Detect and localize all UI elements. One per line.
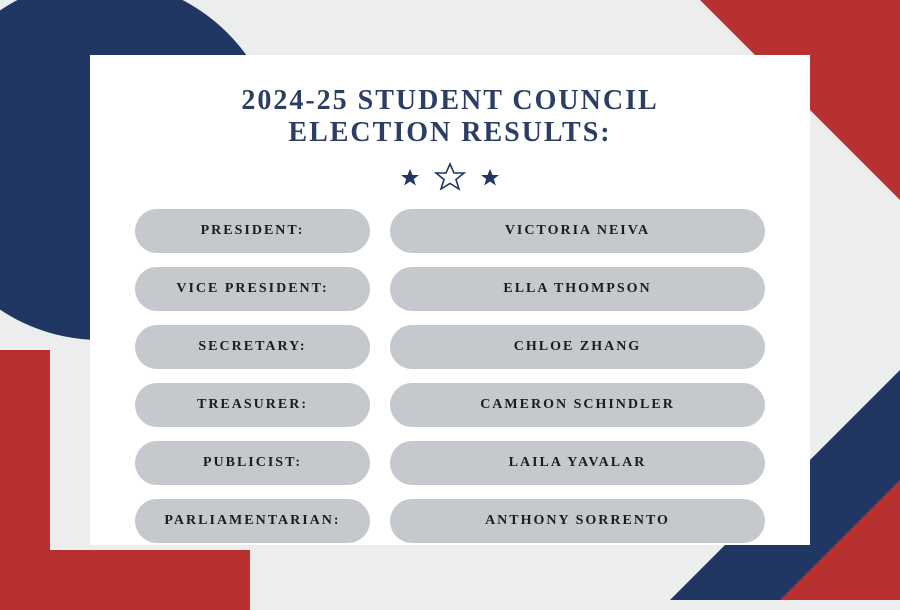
role-pill: PARLIAMENTARIAN: — [135, 499, 370, 543]
role-pill: SECRETARY: — [135, 325, 370, 369]
star-divider-icon — [135, 161, 765, 191]
title-line-1: 2024-25 STUDENT COUNCIL — [241, 85, 658, 116]
name-pill: ELLA THOMPSON — [390, 267, 765, 311]
role-pill: PUBLICIST: — [135, 441, 370, 485]
name-pill: LAILA YAVALAR — [390, 441, 765, 485]
name-pill: CHLOE ZHANG — [390, 325, 765, 369]
results-card: 2024-25 STUDENT COUNCIL ELECTION RESULTS… — [90, 55, 810, 545]
result-row: TREASURER: CAMERON SCHINDLER — [135, 383, 765, 427]
result-row: SECRETARY: CHLOE ZHANG — [135, 325, 765, 369]
name-pill: ANTHONY SORRENTO — [390, 499, 765, 543]
page-title: 2024-25 STUDENT COUNCIL ELECTION RESULTS… — [135, 85, 765, 149]
result-row: VICE PRESIDENT: ELLA THOMPSON — [135, 267, 765, 311]
name-pill: VICTORIA NEIVA — [390, 209, 765, 253]
role-pill: TREASURER: — [135, 383, 370, 427]
result-row: PRESIDENT: VICTORIA NEIVA — [135, 209, 765, 253]
result-row: PARLIAMENTARIAN: ANTHONY SORRENTO — [135, 499, 765, 543]
results-list: PRESIDENT: VICTORIA NEIVA VICE PRESIDENT… — [135, 209, 765, 543]
result-row: PUBLICIST: LAILA YAVALAR — [135, 441, 765, 485]
name-pill: CAMERON SCHINDLER — [390, 383, 765, 427]
role-pill: PRESIDENT: — [135, 209, 370, 253]
role-pill: VICE PRESIDENT: — [135, 267, 370, 311]
title-line-2: ELECTION RESULTS: — [288, 117, 611, 148]
